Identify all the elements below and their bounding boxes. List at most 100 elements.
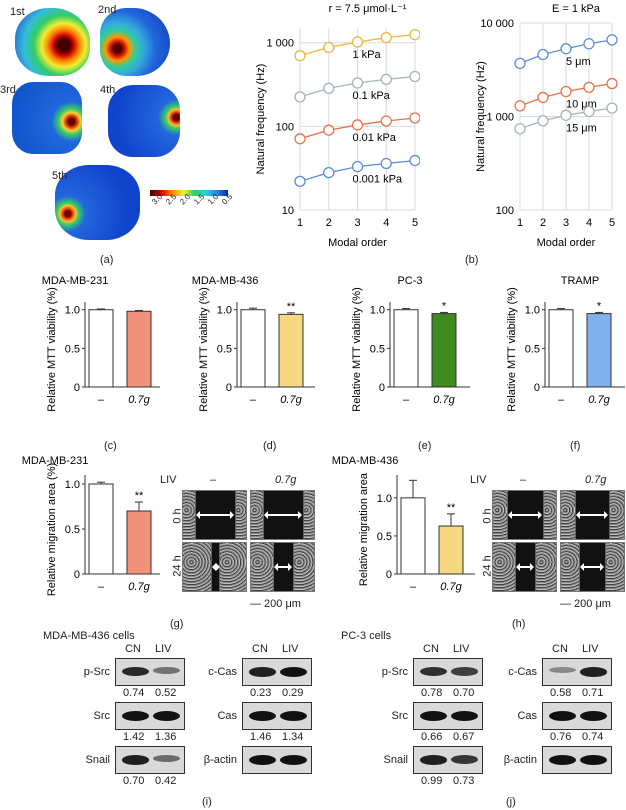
gap-arrow [516,563,534,571]
series-label: 0.1 kPa [353,90,391,102]
protein-label: Snail [85,754,110,766]
protein-band [249,755,276,765]
chart-title: E = 1 kPa [552,3,601,15]
migration-micrograph [560,542,625,592]
band-quantification: 1.34 [282,731,304,743]
blot-title: PC-3 cells [341,630,392,642]
colorbar [150,190,228,196]
x-tick-label: 4 [383,217,389,229]
gap-arrow [580,563,604,571]
data-point [323,82,335,94]
x-tick-label: – [98,394,105,406]
bar [278,313,304,388]
y-axis-label: Relative MTT viability (%) [506,287,518,412]
protein-band [451,667,478,676]
cell-layer [609,491,624,539]
column-label-cn: CN [252,643,268,655]
protein-band [280,711,307,721]
scale-bar-label: — 200 μm [250,598,301,610]
blot-strip [115,702,185,730]
x-tick-label: 4 [586,217,592,229]
panel-f-label: (f) [570,440,581,452]
x-tick-label: 5 [412,217,418,229]
data-point [294,175,306,188]
significance-marker: ** [447,502,456,514]
y-tick-label: 0 [74,382,80,394]
band-quantification: 0.73 [453,775,475,787]
data-point [323,124,335,136]
data-point [294,133,306,145]
protein-label: Cas [517,710,537,722]
cell-layer [561,543,579,591]
column-label-liv: LIV [155,643,172,655]
wound-edge [605,543,606,591]
wound-edge [303,491,304,539]
migration-micrograph [560,490,625,540]
data-point [294,91,306,103]
protein-band [249,667,276,677]
col-label-liv: 0.7g [275,474,297,486]
data-point [514,100,526,112]
liv-label: LIV [470,474,487,486]
gap-arrow [274,563,292,571]
protein-band [549,755,576,765]
data-point [409,154,420,167]
blot-strip [413,658,483,686]
y-tick-label: 1.0 [65,305,80,317]
col-label-control: – [210,474,217,486]
band-quantification: 1.46 [250,731,272,743]
data-point [294,50,306,62]
protein-band [280,667,307,677]
migration-images-g: LIV –0.7g 0 h 24 h — 200 μm [160,474,315,610]
cell-layer [251,491,263,539]
wound-edge [609,491,610,539]
y-tick-label: 1.0 [65,479,80,491]
y-tick-label: 1.0 [525,305,540,317]
y-tick-label: 1.0 [217,305,232,317]
y-tick-label: 0 [386,569,392,581]
data-point [323,41,335,54]
band-quantification: 0.70 [123,775,145,787]
mode-4-shape [108,85,180,157]
chart-c-mtt-mda-mb-231: MDA-MB-231 0 0.5 1.0 Relative MTT viability … [42,275,160,412]
data-point [514,57,526,70]
y-tick-label: 0 [74,569,80,581]
wound-edge [195,491,196,539]
column-label-cn: CN [423,643,439,655]
panel-i-label: (i) [202,796,212,808]
protein-band [153,667,180,674]
protein-label: c-Cas [508,666,537,678]
blot-strip [242,702,312,730]
panel-g-label: (g) [170,618,184,630]
chart-b-elastic-modulus: 10 100 1 000 1 2 3 4 5 Modal order Natural freque… [255,3,420,249]
x-tick-label: 0.7g [588,394,610,406]
wound-edge [543,491,544,539]
gap-arrow [264,511,302,519]
band-quantification: 0.74 [123,687,145,699]
data-point [323,166,335,179]
mode-1-label: 1st [10,6,25,18]
data-point [380,32,392,44]
y-tick-label: 0.5 [377,531,392,543]
blot-strip [242,746,312,774]
x-tick-label: 1 [517,217,523,229]
y-tick-label: 0.5 [370,343,385,355]
data-point [606,102,618,114]
blot-strip [413,702,483,730]
y-axis-label: Relative MTT viability (%) [351,287,363,412]
y-axis-label: Natural frequency (Hz) [255,64,267,175]
y-tick-label: 0 [226,382,232,394]
migration-micrograph [182,542,247,592]
chart-d-mtt-mda-mb-436: MDA-MB-436 0 0.5 1.0 Relative MTT viability … [192,275,315,412]
x-tick-label: – [250,394,257,406]
cell-layer [235,491,246,539]
bar [88,483,114,575]
western-blot-j: PC-3 cells CN LIV CN LIV p-Src 0.78 0.70 Src 0.66… [310,630,626,790]
wound-edge [507,491,508,539]
panel-a: 1st 2nd 3rd 4th 5th 3.0 2.5 2.0 1.5 1.0 0.5 (… [0,0,234,300]
band-quantification: 0.23 [250,687,272,699]
x-tick-label: 2 [326,217,332,229]
bar [586,313,612,388]
gap-arrow [508,511,542,519]
data-point [409,28,420,41]
